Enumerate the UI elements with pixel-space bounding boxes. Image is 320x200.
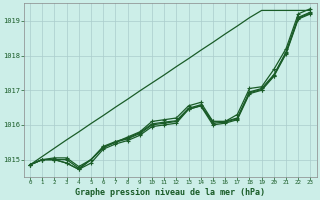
X-axis label: Graphe pression niveau de la mer (hPa): Graphe pression niveau de la mer (hPa) <box>75 188 265 197</box>
